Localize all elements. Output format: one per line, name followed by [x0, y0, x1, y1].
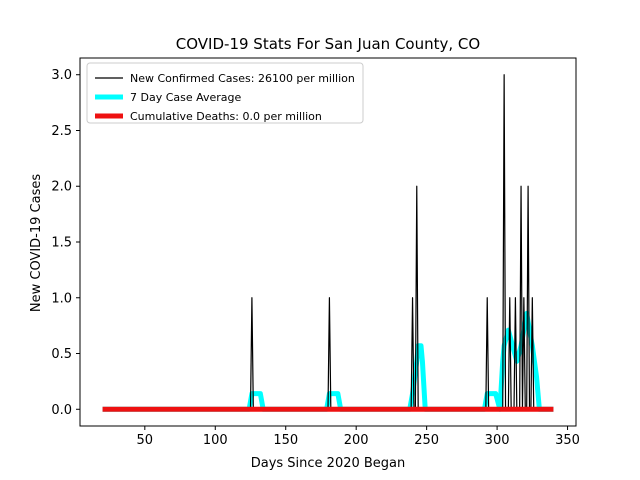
plot-area: [102, 74, 554, 412]
x-tick-label: 350: [555, 433, 580, 448]
legend: New Confirmed Cases: 26100 per million 7 …: [86, 62, 364, 124]
x-tick-label: 200: [344, 433, 369, 448]
x-axis-label: Days Since 2020 Began: [251, 456, 406, 471]
legend-label-2: 7 Day Case Average: [130, 91, 242, 104]
y-tick-label: 2.5: [51, 124, 72, 139]
y-tick-label: 3.0: [51, 68, 72, 83]
y-axis-label: New COVID-19 Cases: [29, 174, 44, 312]
legend-label-1: New Confirmed Cases: 26100 per million: [130, 72, 355, 85]
legend-label-3: Cumulative Deaths: 0.0 per million: [130, 110, 322, 123]
axes: 50 100 150 200 250 300 350 0.0 0.5 1.0 1.5 2.0 2.5 3.…: [51, 57, 580, 448]
x-tick-label: 250: [414, 433, 439, 448]
chart-title: COVID-19 Stats For San Juan County, CO: [176, 35, 480, 53]
y-tick-label: 1.5: [51, 236, 72, 251]
y-tick-label: 1.0: [51, 291, 72, 306]
x-tick-label: 300: [485, 433, 510, 448]
y-tick-label: 0.5: [51, 347, 72, 362]
x-tick-label: 50: [137, 433, 154, 448]
legend-box: [86, 62, 364, 124]
x-tick-label: 150: [273, 433, 298, 448]
y-tick-label: 2.0: [51, 180, 72, 195]
x-tick-label: 100: [203, 433, 228, 448]
y-tick-label: 0.0: [51, 403, 72, 418]
